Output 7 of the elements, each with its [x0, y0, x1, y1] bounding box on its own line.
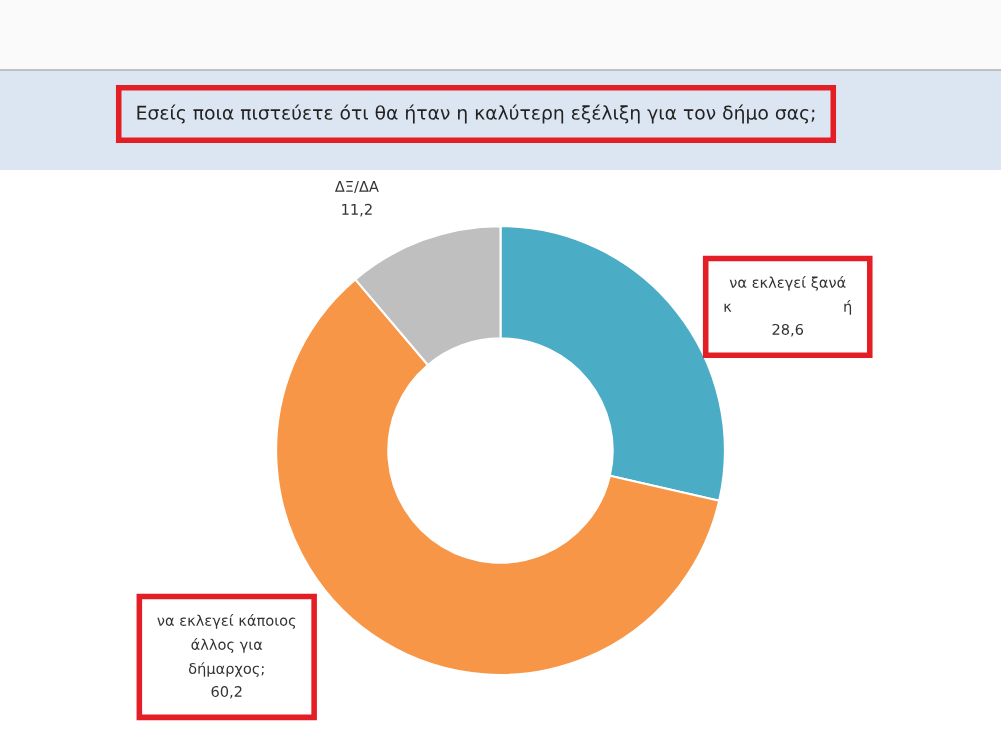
chart-title: Εσείς ποια πιστεύετε ότι θα ήταν η καλύτερη εξέλιξη για τον δήμο σας;: [137, 104, 815, 124]
data-label: 11,2: [342, 203, 372, 217]
slice-label: να εκλεγεί κάποιος άλλος για δήμαρχος;: [157, 614, 296, 677]
slice-label: ΔΞ/ΔΑ: [334, 181, 379, 194]
data-label: 28,6: [772, 323, 804, 337]
slice-label: να εκλεγεί ξανά κ ή: [724, 276, 852, 315]
data-label: 60,2: [211, 686, 242, 699]
